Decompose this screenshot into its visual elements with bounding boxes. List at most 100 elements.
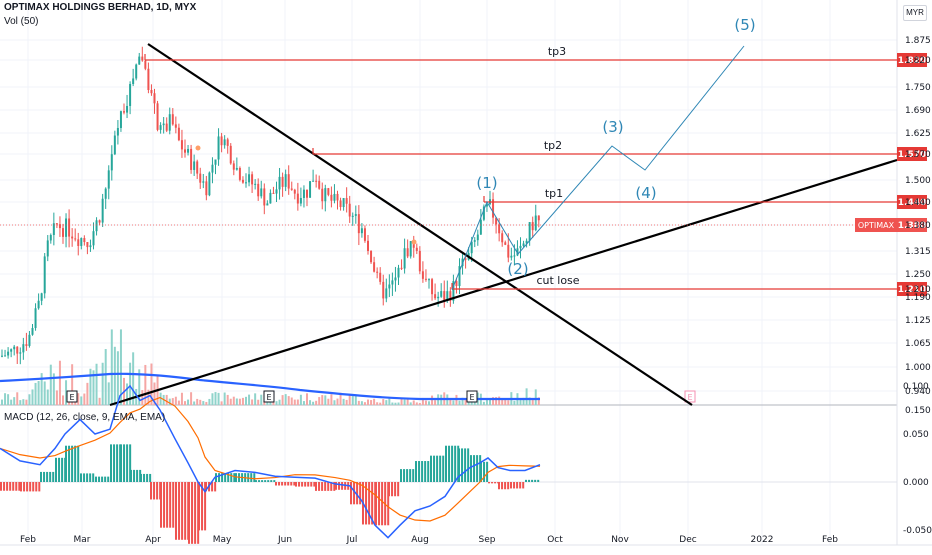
macd-histogram-bar — [18, 482, 21, 491]
macd-histogram-bar — [65, 445, 67, 482]
candle-body — [339, 200, 342, 208]
macd-histogram-bar — [388, 482, 390, 497]
macd-histogram-bar — [74, 445, 77, 482]
candle-body — [95, 220, 98, 232]
candle-body — [196, 161, 199, 174]
volume-bar — [232, 396, 235, 405]
candle-body — [49, 235, 52, 241]
candle-body — [367, 240, 369, 251]
candle-body — [415, 247, 418, 251]
macd-histogram-bar — [214, 482, 217, 492]
candle-body — [424, 278, 427, 280]
macd-histogram-bar — [46, 471, 49, 482]
macd-histogram-bar — [486, 461, 489, 482]
candle-body — [174, 124, 177, 128]
macd-histogram-bar — [338, 482, 341, 490]
volume-bar — [330, 394, 333, 405]
volume-bar — [77, 393, 80, 405]
currency-button[interactable]: MYR — [903, 5, 927, 21]
candle-body — [318, 180, 321, 189]
macd-histogram-bar — [451, 445, 454, 482]
volume-bar — [485, 399, 488, 405]
macd-histogram-bar — [448, 445, 451, 482]
macd-histogram-bar — [29, 482, 32, 492]
candle-body — [306, 189, 308, 198]
volume-bar — [25, 399, 28, 405]
volume-bar — [513, 400, 516, 405]
price-axis-tick: 0.150 — [905, 406, 931, 416]
volume-bar — [205, 401, 208, 405]
macd-histogram-bar — [461, 448, 464, 482]
macd-histogram-bar — [178, 482, 181, 540]
candle-body — [531, 222, 534, 231]
price-axis-tick: 1.875 — [905, 36, 931, 46]
volume-bar — [174, 396, 177, 405]
volume-bar — [49, 364, 52, 405]
macd-histogram-bar — [458, 448, 460, 482]
macd-histogram-bar — [150, 482, 152, 500]
candle-body — [156, 103, 159, 130]
candle-body — [238, 167, 241, 180]
candle-body — [25, 344, 28, 346]
macd-histogram-bar — [427, 461, 430, 482]
volume-bar — [321, 395, 324, 405]
macd-histogram-bar — [281, 482, 284, 486]
candle-body — [501, 233, 504, 243]
candle-body — [513, 255, 516, 257]
macd-histogram-bar — [287, 482, 290, 486]
volume-bar — [400, 398, 403, 405]
candle-body — [397, 267, 400, 278]
volume-bar — [16, 392, 19, 405]
volume-bar — [275, 401, 278, 405]
macd-histogram-bar — [261, 480, 264, 482]
macd-histogram-bar — [15, 482, 18, 491]
uptrend-line — [109, 158, 898, 407]
macd-histogram-bar — [86, 473, 89, 482]
last-price-label: 1.380 — [898, 221, 926, 231]
volume-bar — [89, 368, 92, 405]
level-price-box — [897, 53, 927, 67]
candle-body — [180, 140, 183, 150]
candle-body — [153, 93, 156, 104]
candle-body — [168, 114, 171, 131]
macd-histogram-bar — [120, 444, 122, 482]
macd-histogram-bar — [129, 444, 132, 482]
macd-histogram-bar — [198, 482, 200, 531]
macd-histogram-bar — [295, 482, 297, 487]
macd-histogram-bar — [126, 444, 129, 482]
volume-bar — [220, 401, 223, 405]
macd-histogram-bar — [310, 482, 313, 487]
candle-body — [241, 179, 244, 183]
candle-body — [123, 111, 125, 113]
candle-body — [296, 193, 299, 204]
level-price-label: 1.570 — [898, 150, 926, 160]
earnings-marker-label: E — [69, 393, 74, 402]
candle-body — [327, 188, 330, 195]
candle-body — [223, 139, 226, 146]
macd-axis-tick: 0.000 — [903, 478, 929, 488]
price-axis-tick: 0.940 — [905, 387, 931, 397]
candle-body — [104, 188, 107, 199]
macd-histogram-bar — [77, 445, 80, 482]
candle-body — [342, 198, 345, 208]
candle-body — [7, 351, 10, 356]
candle-body — [205, 181, 208, 196]
earnings-marker-label: E — [469, 393, 474, 402]
volume-bar — [354, 396, 357, 405]
candle-body — [232, 163, 235, 170]
candle-body — [46, 240, 49, 257]
macd-histogram-bar — [445, 445, 447, 482]
candle-body — [119, 111, 122, 128]
macd-histogram-bar — [433, 455, 436, 482]
macd-histogram-bar — [442, 455, 445, 482]
wave-label: (3) — [602, 118, 623, 136]
macd-histogram-bar — [470, 455, 472, 482]
candle-body — [452, 281, 455, 301]
macd-histogram-bar — [205, 482, 207, 492]
candle-body — [55, 223, 58, 225]
macd-histogram-bar — [255, 480, 257, 482]
volume-bar — [397, 402, 400, 405]
